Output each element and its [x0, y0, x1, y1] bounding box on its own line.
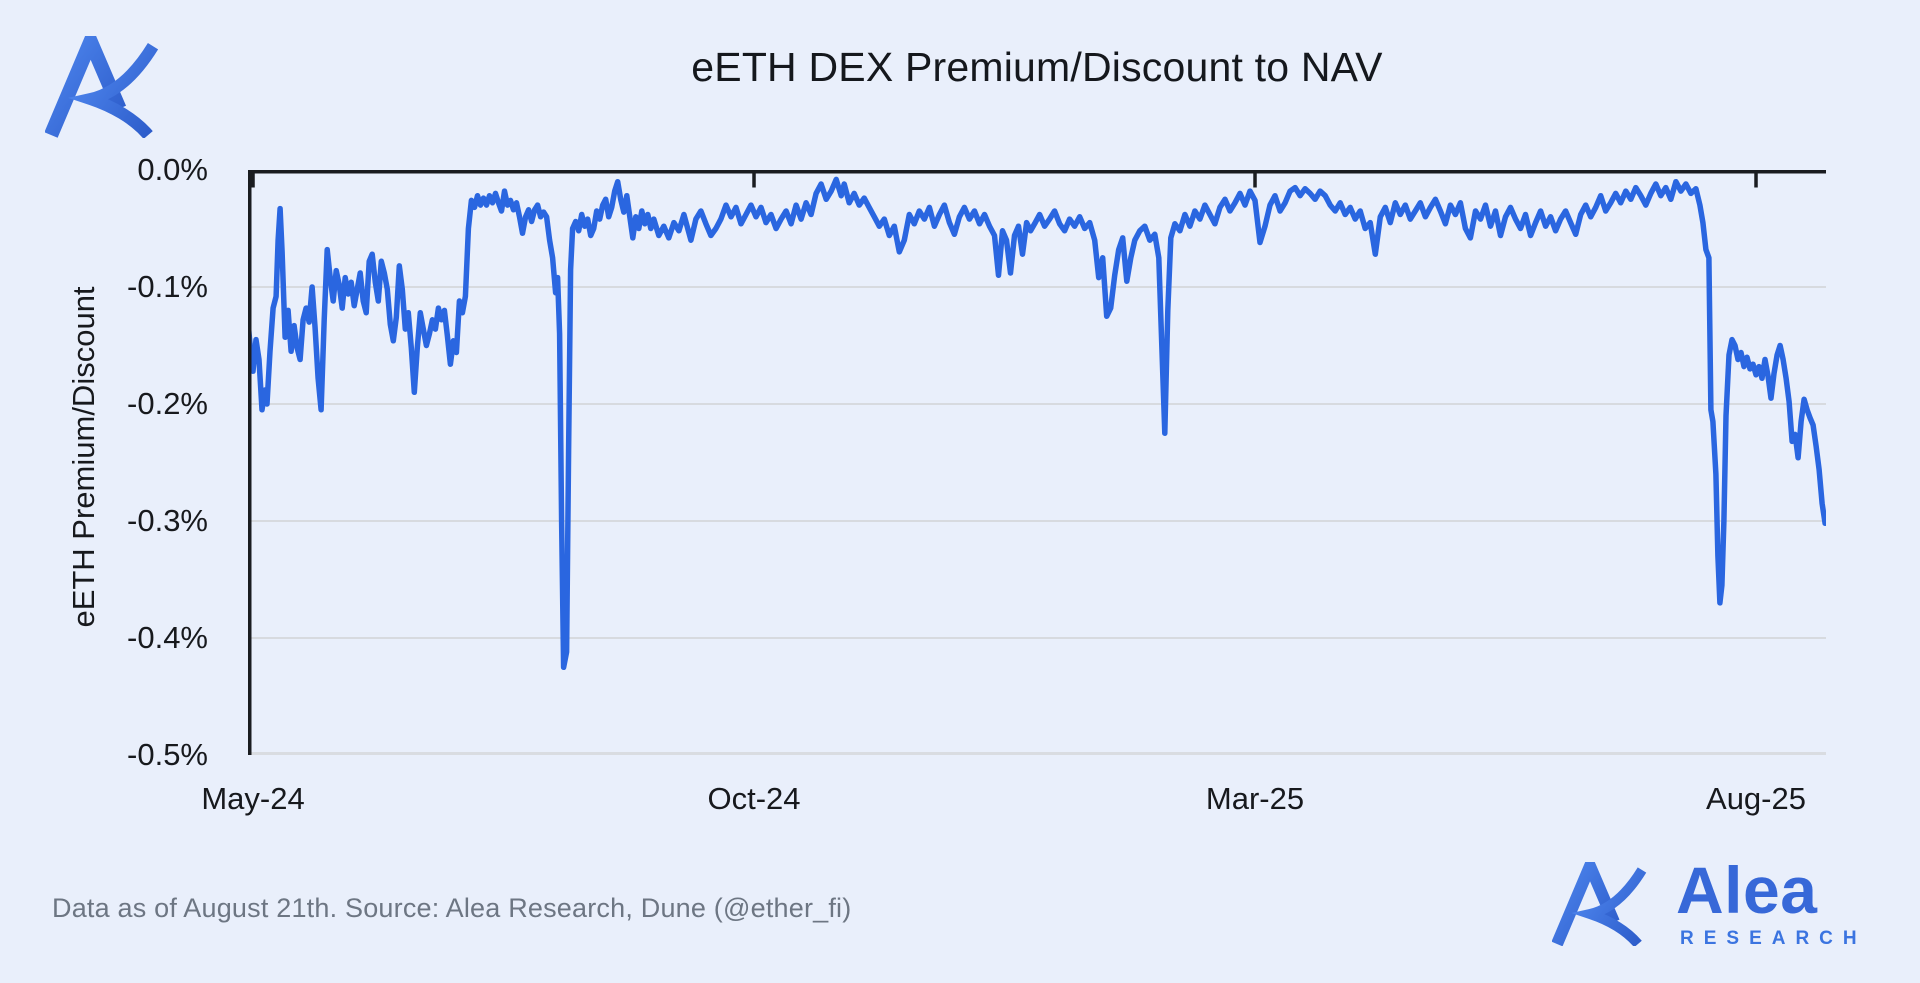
x-tick-label: May-24 — [201, 781, 305, 816]
y-tick-label: -0.2% — [127, 386, 208, 421]
y-tick-label: -0.3% — [127, 503, 208, 538]
y-tick-labels: 0.0% -0.1% -0.2% -0.3% -0.4% -0.5% — [0, 0, 208, 983]
line-chart-svg — [248, 170, 1826, 755]
x-tick-labels: May-24 Oct-24 Mar-25 Aug-25 — [201, 780, 1826, 830]
brand-wordmark: Alea — [1676, 853, 1818, 927]
brand-lockup: Alea RESEARCH — [1548, 852, 1878, 972]
chart-title: eETH DEX Premium/Discount to NAV — [691, 44, 1383, 90]
x-tick-label: Mar-25 — [1205, 781, 1305, 816]
plot-area — [248, 170, 1826, 755]
brand-wordmark-sub: RESEARCH — [1680, 928, 1867, 949]
y-tick-label: -0.5% — [127, 737, 208, 772]
x-tick-label: Oct-24 — [707, 781, 801, 816]
alea-logo-icon — [45, 36, 159, 138]
y-tick-label: -0.1% — [127, 269, 208, 304]
y-tick-label: -0.4% — [127, 620, 208, 655]
y-tick-label: 0.0% — [137, 152, 208, 187]
series-line — [248, 176, 1826, 671]
x-tick-label: Aug-25 — [1706, 781, 1806, 816]
source-note: Data as of August 21th. Source: Alea Res… — [52, 893, 852, 923]
alea-logo-icon — [1552, 862, 1647, 946]
